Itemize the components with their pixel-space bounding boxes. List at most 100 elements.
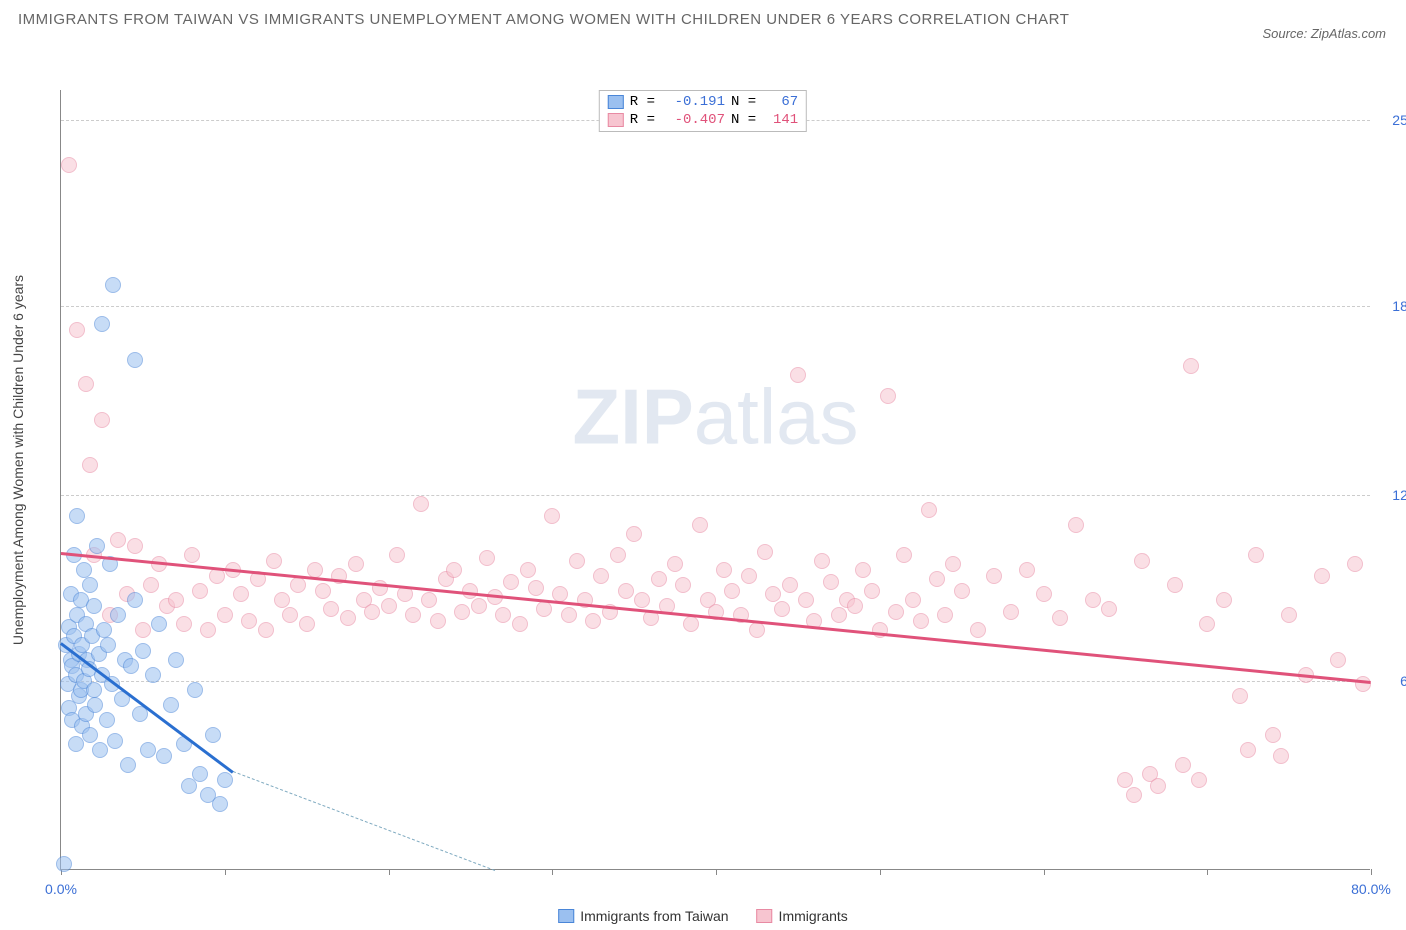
data-point [880, 388, 896, 404]
grid-line [61, 495, 1370, 496]
x-tick-label: 0.0% [45, 881, 77, 897]
data-point [86, 682, 102, 698]
data-point [413, 496, 429, 512]
data-point [1355, 676, 1371, 692]
data-point [814, 553, 830, 569]
watermark: ZIPatlas [572, 372, 858, 463]
data-point [105, 277, 121, 293]
data-point [790, 367, 806, 383]
swatch-series1 [558, 909, 574, 923]
data-point [94, 316, 110, 332]
data-point [56, 856, 72, 872]
data-point [970, 622, 986, 638]
x-tick [225, 869, 226, 875]
n-label: N = [731, 112, 756, 128]
chart-title: IMMIGRANTS FROM TAIWAN VS IMMIGRANTS UNE… [18, 8, 1138, 32]
data-point [405, 607, 421, 623]
data-point [389, 547, 405, 563]
data-point [610, 547, 626, 563]
data-point [479, 550, 495, 566]
data-point [123, 658, 139, 674]
data-point [69, 508, 85, 524]
data-point [212, 796, 228, 812]
data-point [1347, 556, 1363, 572]
data-point [724, 583, 740, 599]
data-point [1167, 577, 1183, 593]
data-point [1232, 688, 1248, 704]
data-point [528, 580, 544, 596]
data-point [430, 613, 446, 629]
data-point [552, 586, 568, 602]
data-point [89, 538, 105, 554]
data-point [274, 592, 290, 608]
data-point [107, 733, 123, 749]
data-point [1240, 742, 1256, 758]
data-point [421, 592, 437, 608]
data-point [929, 571, 945, 587]
data-point [100, 637, 116, 653]
data-point [127, 592, 143, 608]
swatch-series2 [757, 909, 773, 923]
data-point [626, 526, 642, 542]
data-point [1330, 652, 1346, 668]
data-point [683, 616, 699, 632]
data-point [135, 643, 151, 659]
data-point [176, 616, 192, 632]
data-point [96, 622, 112, 638]
data-point [446, 562, 462, 578]
data-point [87, 697, 103, 713]
y-tick-label: 12.5% [1377, 487, 1406, 503]
data-point [471, 598, 487, 614]
data-point [168, 652, 184, 668]
data-point [299, 616, 315, 632]
data-point [1281, 607, 1297, 623]
data-point [536, 601, 552, 617]
r-value-series1: -0.191 [661, 94, 725, 110]
data-point [1216, 592, 1232, 608]
n-label: N = [731, 94, 756, 110]
data-point [774, 601, 790, 617]
data-point [667, 556, 683, 572]
data-point [1150, 778, 1166, 794]
y-tick-label: 6.3% [1377, 673, 1406, 689]
data-point [651, 571, 667, 587]
data-point [561, 607, 577, 623]
data-point [217, 772, 233, 788]
data-point [520, 562, 536, 578]
data-point [151, 616, 167, 632]
data-point [905, 592, 921, 608]
data-point [888, 604, 904, 620]
data-point [593, 568, 609, 584]
legend-item-series1: Immigrants from Taiwan [558, 908, 728, 924]
data-point [495, 607, 511, 623]
data-point [1265, 727, 1281, 743]
data-point [454, 604, 470, 620]
series1-name: Immigrants from Taiwan [580, 908, 728, 924]
legend-row-series2: R = -0.407 N = 141 [600, 111, 806, 129]
legend-row-series1: R = -0.191 N = 67 [600, 93, 806, 111]
scatter-plot-area: ZIPatlas 6.3%12.5%18.8%25.0%0.0%80.0% [60, 90, 1370, 870]
data-point [192, 766, 208, 782]
data-point [716, 562, 732, 578]
x-tick [389, 869, 390, 875]
data-point [120, 757, 136, 773]
data-point [1003, 604, 1019, 620]
data-point [323, 601, 339, 617]
series2-name: Immigrants [779, 908, 848, 924]
data-point [127, 352, 143, 368]
x-tick-label: 80.0% [1351, 881, 1391, 897]
data-point [1036, 586, 1052, 602]
data-point [544, 508, 560, 524]
legend-series-names: Immigrants from Taiwan Immigrants [558, 908, 848, 924]
data-point [692, 517, 708, 533]
data-point [503, 574, 519, 590]
legend-item-series2: Immigrants [757, 908, 848, 924]
data-point [831, 607, 847, 623]
data-point [187, 682, 203, 698]
data-point [68, 736, 84, 752]
data-point [156, 748, 172, 764]
data-point [143, 577, 159, 593]
data-point [896, 547, 912, 563]
source-attribution: Source: ZipAtlas.com [1262, 26, 1386, 41]
x-tick [1371, 869, 1372, 875]
